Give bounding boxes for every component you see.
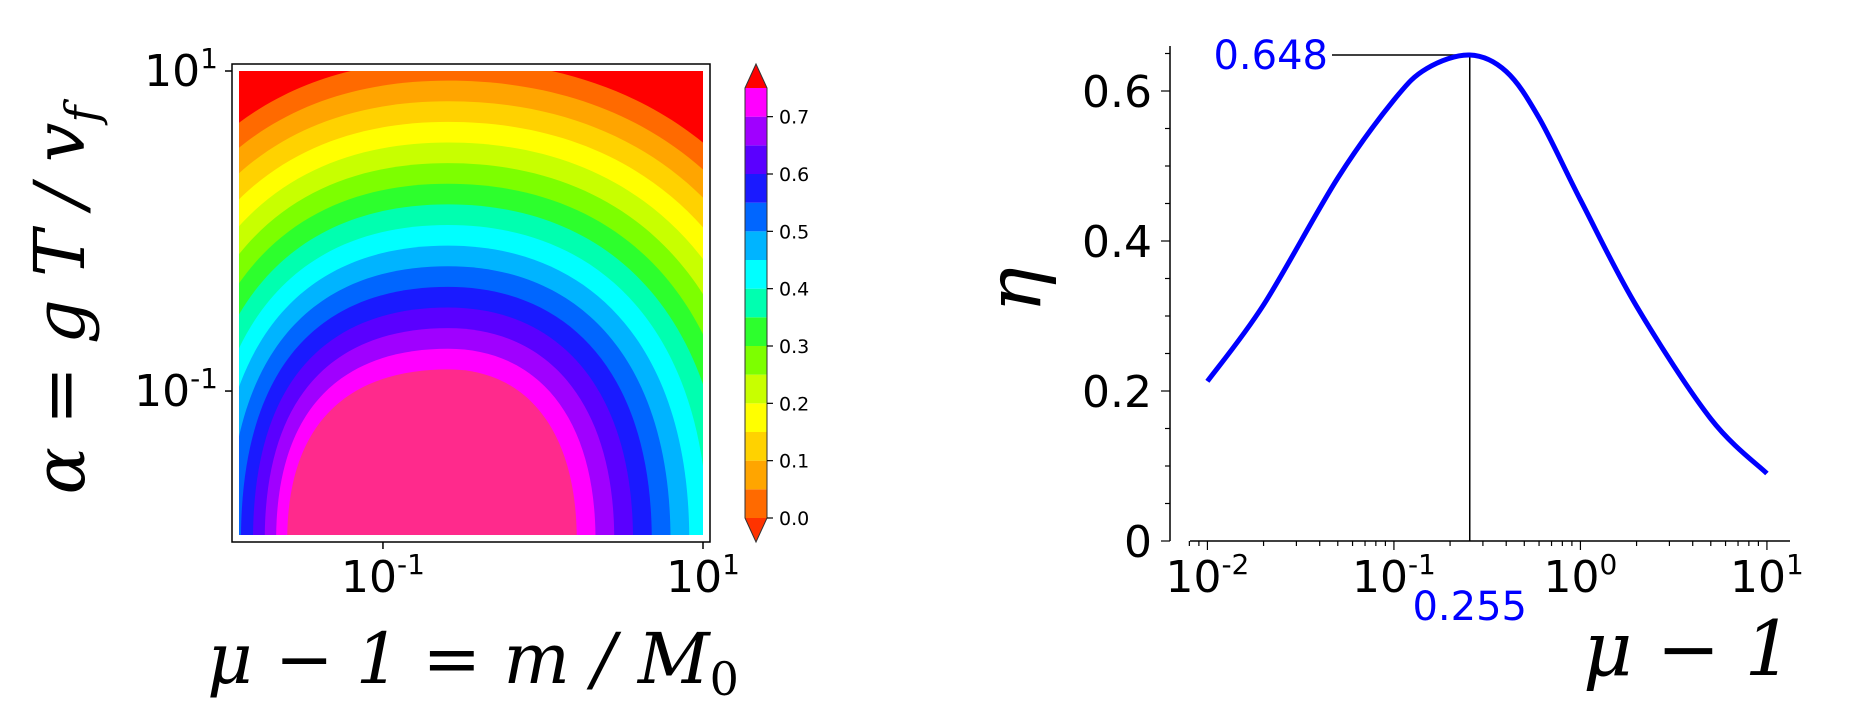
- line-y-axis-label: η: [969, 267, 1058, 313]
- colorbar-tick-label: 0.2: [779, 393, 809, 415]
- line-x-tick-label: 101: [1730, 548, 1804, 603]
- contour-x-tick-label: 101: [666, 548, 740, 603]
- colorbar-cell: [745, 374, 767, 404]
- colorbar-cell: [745, 432, 767, 461]
- contour-bands: [239, 71, 703, 535]
- colorbar-tick-label: 0.7: [779, 107, 809, 129]
- colorbar-tick-label: 0.5: [779, 221, 809, 243]
- colorbar-cell: [745, 460, 767, 490]
- contour-y-tick-label: 101: [144, 42, 218, 97]
- colorbar-cell: [745, 145, 767, 174]
- colorbar-extend-bottom: [745, 518, 767, 542]
- colorbar-extend-top: [745, 64, 767, 88]
- colorbar-tick-label: 0.3: [779, 336, 809, 358]
- eta-series-line: [1205, 52, 1769, 476]
- contour-band: [287, 369, 577, 535]
- peak-x-label: 0.255: [1412, 584, 1527, 630]
- colorbar-tick-label: 0.4: [779, 279, 809, 301]
- colorbar-cell: [745, 116, 767, 146]
- colorbar-cell: [745, 174, 767, 203]
- colorbar-cell: [745, 346, 767, 375]
- line-y-tick-label: 0.2: [1082, 367, 1152, 418]
- colorbar-cell: [745, 202, 767, 232]
- line-x-tick-label: 100: [1544, 548, 1618, 603]
- colorbar-cells: [744, 62, 768, 544]
- line-y-tick-label: 0: [1124, 517, 1152, 568]
- line-y-tick-label: 0.6: [1082, 67, 1152, 118]
- colorbar-tick-label: 0.6: [779, 164, 809, 186]
- contour-y-ticks: 10-1 101: [134, 42, 232, 417]
- colorbar-ticks: 0.0 0.1 0.2 0.3 0.4 0.5 0.6 0.7: [767, 107, 809, 530]
- colorbar-cell: [745, 260, 767, 289]
- contour-y-axis-label: α = g T / vf: [19, 99, 109, 495]
- contour-chart: 10-1 101 10-1 101 μ − 1 = m / M0 α = g T /…: [19, 42, 740, 706]
- peak-value-label: 0.648: [1213, 33, 1328, 79]
- colorbar-cell: [745, 489, 767, 518]
- line-y-tick-label: 0.4: [1082, 217, 1152, 268]
- colorbar-cell: [745, 403, 767, 432]
- line-x-tick-label: 10-2: [1165, 548, 1249, 603]
- colorbar-cell: [745, 288, 767, 318]
- colorbar-tick-label: 0.0: [779, 508, 809, 530]
- colorbar: 0.0 0.1 0.2 0.3 0.4 0.5 0.6 0.7: [744, 62, 809, 544]
- line-x-tick-label: 10-1: [1352, 548, 1436, 603]
- colorbar-tick-label: 0.1: [779, 451, 809, 473]
- colorbar-cell: [745, 88, 767, 117]
- contour-x-ticks: 10-1 101: [341, 542, 740, 603]
- contour-x-axis-label: μ − 1 = m / M0: [207, 618, 739, 706]
- line-chart: 10-2 10-1 100 101 00.20.40.6 0.648 0.255 η …: [969, 33, 1804, 693]
- line-y-ticks: 0 0.2 0.4 0.6: [1082, 52, 1170, 568]
- line-x-ticks: 10-2 10-1 100 101: [1165, 541, 1804, 603]
- contour-x-tick-label: 10-1: [341, 548, 425, 603]
- colorbar-cell: [745, 231, 767, 260]
- contour-y-tick-label: 10-1: [134, 362, 218, 417]
- line-x-axis-label: μ − 1: [1583, 604, 1793, 693]
- colorbar-cell: [745, 317, 767, 346]
